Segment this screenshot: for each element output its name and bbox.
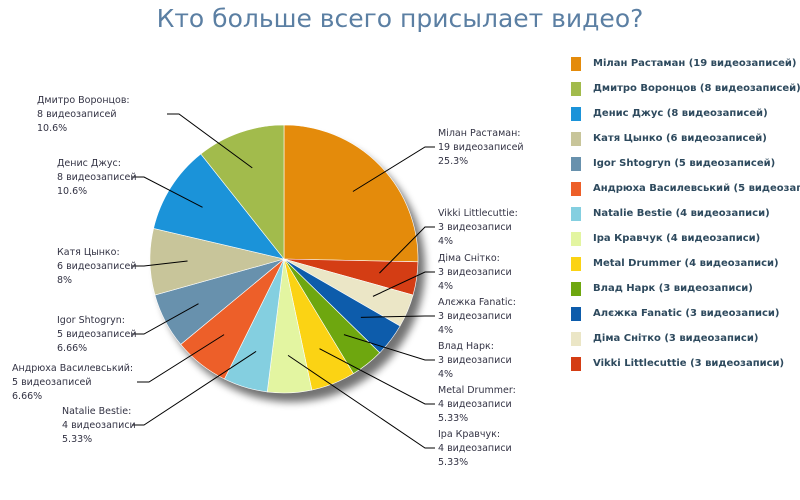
data-label: Мілан Растаман: 19 видеозаписей 25.3%: [438, 128, 524, 167]
legend-swatch: [571, 81, 581, 96]
data-label: Діма Снітко: 3 видеозаписи 4%: [438, 253, 512, 292]
pie-slice: [283, 124, 419, 263]
pie-slice: [200, 124, 285, 260]
legend-swatch: [571, 231, 581, 246]
legend-label: Vikki Littlecuttie (3 видеозаписи): [593, 358, 785, 369]
data-label: Алєжка Fanatic: 3 видеозаписи 4%: [438, 297, 516, 336]
legend-swatch: [571, 206, 581, 221]
legend-label: Влад Нарк (3 видеозаписи): [593, 283, 753, 294]
legend-label: Алєжка Fanatic (3 видеозаписи): [593, 308, 780, 319]
legend-item: Дмитро Воронцов (8 видеозаписей): [571, 76, 800, 101]
legend-item: Metal Drummer (4 видеозаписи): [571, 251, 800, 276]
leader-line: [379, 226, 435, 274]
leader-line: [137, 334, 225, 383]
legend-item: Natalie Bestie (4 видеозаписи): [571, 201, 800, 226]
legend-item: Vikki Littlecuttie (3 видеозаписи): [571, 351, 800, 376]
legend-label: Денис Джус (8 видеозаписей): [593, 108, 768, 119]
leader-line: [343, 334, 435, 361]
leader-line: [167, 113, 253, 169]
legend-item: Діма Снітко (3 видеозаписи): [571, 326, 800, 351]
legend: Мілан Растаман (19 видеозаписей) Дмитро В…: [571, 51, 800, 376]
legend-label: Igor Shtogryn (5 видеозаписей): [593, 158, 776, 169]
legend-label: Metal Drummer (4 видеозаписи): [593, 258, 779, 269]
legend-label: Андрюха Василевський (5 видеозаписей): [593, 183, 800, 194]
legend-label: Natalie Bestie (4 видеозаписи): [593, 208, 770, 219]
legend-swatch: [571, 106, 581, 121]
leader-line: [132, 350, 257, 426]
leader-line: [360, 315, 435, 318]
data-label: Igor Shtogryn: 5 видеозаписей 6.66%: [57, 315, 137, 354]
legend-swatch: [571, 56, 581, 71]
legend-label: Мілан Растаман (19 видеозаписей): [593, 58, 797, 69]
data-label: Іра Кравчук: 4 видеозаписи 5.33%: [438, 429, 512, 468]
legend-label: Катя Цынко (6 видеозаписей): [593, 133, 767, 144]
legend-label: Дмитро Воронцов (8 видеозаписей): [593, 83, 800, 94]
data-label: Natalie Bestie: 4 видеозаписи 5.33%: [62, 406, 136, 445]
legend-swatch: [571, 306, 581, 321]
legend-item: Катя Цынко (6 видеозаписей): [571, 126, 800, 151]
legend-label: Діма Снітко (3 видеозаписи): [593, 333, 759, 344]
leader-line: [352, 146, 435, 192]
leader-line: [132, 303, 199, 335]
leader-line: [132, 260, 188, 267]
legend-swatch: [571, 281, 581, 296]
data-label: Андрюха Василевський: 5 видеозаписей 6.66%: [12, 363, 133, 402]
data-label: Дмитро Воронцов: 8 видеозаписей 10.6%: [37, 95, 130, 134]
data-label: Денис Джус: 8 видеозаписей 10.6%: [57, 158, 137, 197]
legend-swatch: [571, 181, 581, 196]
leader-line: [319, 348, 435, 405]
legend-item: Мілан Растаман (19 видеозаписей): [571, 51, 800, 76]
legend-label: Іра Кравчук (4 видеозаписи): [593, 233, 761, 244]
data-label: Катя Цынко: 6 видеозаписей 8%: [57, 247, 137, 286]
legend-item: Влад Нарк (3 видеозаписи): [571, 276, 800, 301]
legend-swatch: [571, 356, 581, 371]
chart-title: Кто больше всего присылает видео?: [156, 4, 644, 33]
data-label: Vikki Littlecuttie: 3 видеозаписи 4%: [438, 208, 518, 247]
leader-line: [372, 271, 435, 297]
legend-item: Igor Shtogryn (5 видеозаписей): [571, 151, 800, 176]
leader-line: [132, 176, 203, 208]
legend-item: Денис Джус (8 видеозаписей): [571, 101, 800, 126]
data-label: Metal Drummer: 4 видеозаписи 5.33%: [438, 385, 516, 424]
data-label: Влад Нарк: 3 видеозаписи 4%: [438, 341, 512, 380]
leader-line: [287, 354, 435, 449]
legend-swatch: [571, 256, 581, 271]
legend-item: Іра Кравчук (4 видеозаписи): [571, 226, 800, 251]
pie-slice: [153, 153, 285, 260]
legend-swatch: [571, 156, 581, 171]
legend-swatch: [571, 331, 581, 346]
legend-item: Андрюха Василевський (5 видеозаписей): [571, 176, 800, 201]
legend-item: Алєжка Fanatic (3 видеозаписи): [571, 301, 800, 326]
legend-swatch: [571, 131, 581, 146]
